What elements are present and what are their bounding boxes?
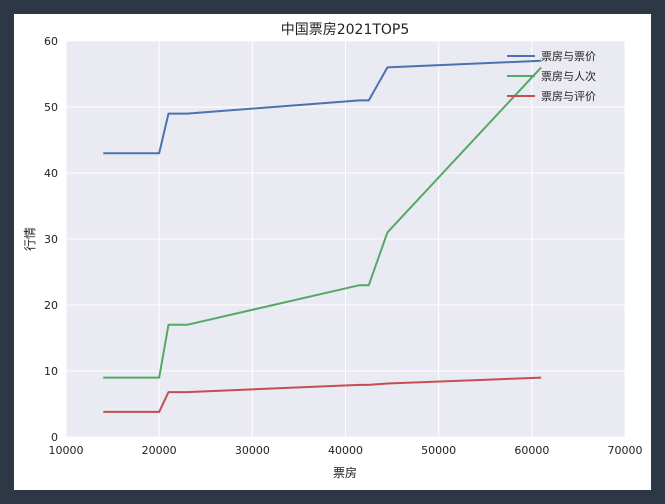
grid-lines xyxy=(65,40,626,438)
legend-label: 票房与评价 xyxy=(541,90,596,103)
tick-labels: 10000 20000 30000 40000 50000 60000 70000 0 10 20… xyxy=(44,35,643,457)
y-tick-label: 10 xyxy=(44,365,58,378)
y-tick-label: 40 xyxy=(44,167,58,180)
x-tick-label: 40000 xyxy=(328,444,363,457)
y-axis-label: 行情 xyxy=(23,227,37,251)
x-axis-label: 票房 xyxy=(333,465,357,480)
chart-frame: 10000 20000 30000 40000 50000 60000 70000 0 10 20… xyxy=(14,14,651,490)
x-tick-label: 70000 xyxy=(608,444,643,457)
line-chart: 10000 20000 30000 40000 50000 60000 70000 0 10 20… xyxy=(23,22,643,480)
y-tick-label: 20 xyxy=(44,299,58,312)
y-tick-label: 50 xyxy=(44,101,58,114)
x-tick-label: 10000 xyxy=(49,444,84,457)
x-tick-label: 60000 xyxy=(514,444,549,457)
series-line-2 xyxy=(103,66,542,379)
x-tick-label: 20000 xyxy=(142,444,177,457)
series-line-3 xyxy=(103,376,542,413)
y-tick-label: 60 xyxy=(44,35,58,48)
series-lines xyxy=(103,59,542,413)
y-tick-label: 30 xyxy=(44,233,58,246)
chart-title: 中国票房2021TOP5 xyxy=(281,22,410,38)
y-tick-label: 0 xyxy=(51,431,58,444)
legend-label: 票房与人次 xyxy=(541,69,596,83)
series-line-1 xyxy=(103,59,542,155)
x-tick-label: 30000 xyxy=(235,444,270,457)
legend-label: 票房与票价 xyxy=(541,50,596,63)
x-tick-label: 50000 xyxy=(421,444,456,457)
